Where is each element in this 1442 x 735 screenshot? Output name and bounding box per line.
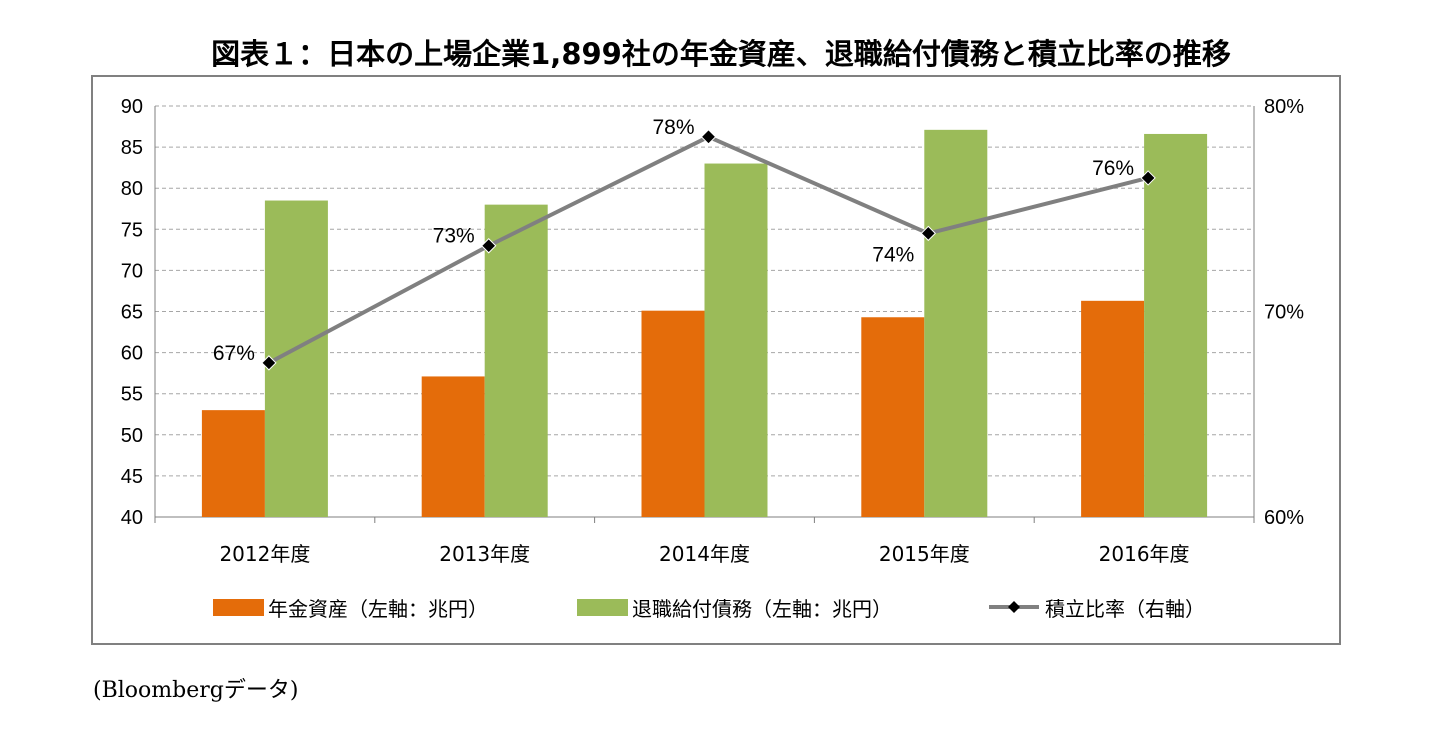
y-left-tick-label: 70 xyxy=(121,260,143,282)
funding-ratio-data-label: 76% xyxy=(1092,157,1134,180)
bar-retirement-obligations xyxy=(924,129,988,517)
x-tick-label: 2015年度 xyxy=(879,542,970,566)
chart-frame: 40 45 50 55 60 65 70 75 80 85 90 60% 70% 80% 2012年度 201… xyxy=(91,75,1341,645)
y-left-tick-label: 85 xyxy=(121,137,143,159)
funding-ratio-data-label: 74% xyxy=(872,243,914,266)
y-left-tick-label: 40 xyxy=(121,507,143,529)
source-note: (Bloombergデータ) xyxy=(93,678,299,703)
y-left-tick-label: 90 xyxy=(121,96,143,118)
y-left-tick-label: 45 xyxy=(121,466,143,488)
bar-retirement-obligations xyxy=(1144,133,1208,517)
bar-retirement-obligations xyxy=(704,163,768,517)
y-left-tick-label: 75 xyxy=(121,219,143,241)
bar-pension-assets xyxy=(1081,300,1145,517)
legend-pension-assets-swatch xyxy=(213,599,264,616)
bar-pension-assets xyxy=(421,376,485,517)
chart-title: 図表１：日本の上場企業1,899社の年金資産、退職給付債務と積立比率の推移 xyxy=(211,37,1231,71)
bar-pension-assets xyxy=(201,410,265,517)
bar-retirement-obligations xyxy=(484,204,548,517)
legend-pension-assets-label: 年金資産（左軸：兆円） xyxy=(268,597,488,621)
x-tick-label: 2016年度 xyxy=(1099,542,1190,566)
funding-ratio-data-label: 73% xyxy=(433,225,475,248)
bar-pension-assets xyxy=(641,310,705,517)
y-left-tick-label: 60 xyxy=(121,343,143,365)
chart-svg: 40 45 50 55 60 65 70 75 80 85 90 60% 70% 80% 2012年度 201… xyxy=(121,96,1304,621)
funding-ratio-data-label: 78% xyxy=(652,116,694,139)
y-left-tick-label: 80 xyxy=(121,178,143,200)
funding-ratio-marker xyxy=(700,129,717,145)
legend-funding-ratio-label: 積立比率（右軸） xyxy=(1045,597,1205,621)
y-right-tick-label: 60% xyxy=(1264,507,1304,529)
legend-funding-ratio-marker xyxy=(1008,601,1020,613)
legend-retirement-obligations-swatch xyxy=(577,599,628,616)
y-right-tick-label: 80% xyxy=(1264,96,1304,118)
funding-ratio-marker xyxy=(261,355,277,371)
legend-retirement-obligations-label: 退職給付債務（左軸：兆円） xyxy=(632,597,892,621)
funding-ratio-marker xyxy=(920,225,937,242)
x-tick-label: 2014年度 xyxy=(659,542,750,566)
y-left-tick-label: 55 xyxy=(121,384,143,406)
funding-ratio-marker xyxy=(1140,170,1156,186)
y-right-tick-label: 70% xyxy=(1264,302,1304,324)
funding-ratio-data-label: 67% xyxy=(213,342,255,365)
bar-pension-assets xyxy=(861,317,925,517)
y-left-tick-label: 65 xyxy=(121,302,143,324)
x-tick-label: 2012年度 xyxy=(219,542,310,566)
y-left-tick-label: 50 xyxy=(121,425,143,447)
x-tick-label: 2013年度 xyxy=(439,542,530,566)
funding-ratio-marker xyxy=(480,238,497,254)
